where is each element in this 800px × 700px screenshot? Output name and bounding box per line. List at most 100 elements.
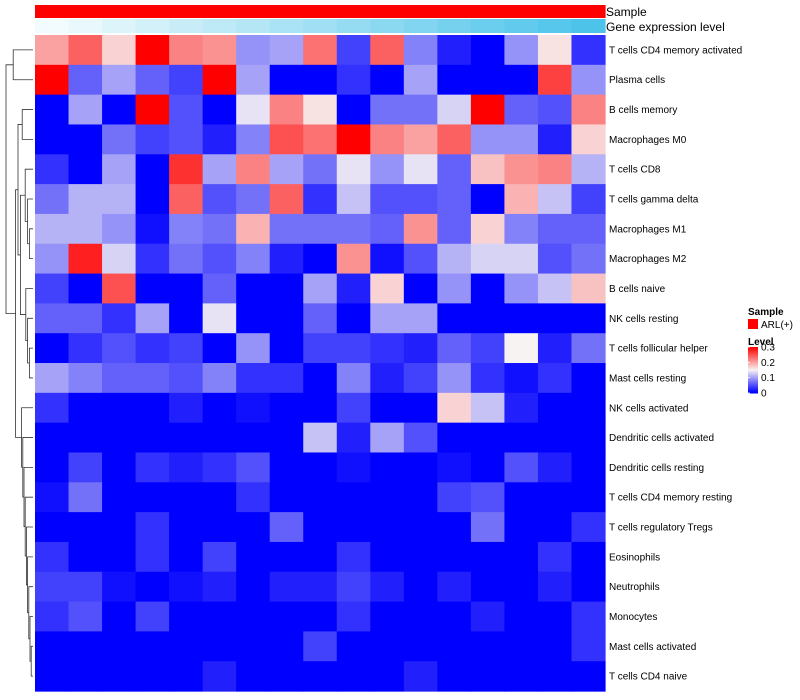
legend-ramp-step [748, 383, 758, 385]
heatmap-cell [269, 184, 304, 215]
gene-expression-annotation-cell [102, 19, 137, 33]
heatmap-cell [370, 124, 405, 155]
sample-annotation-bar [35, 5, 606, 18]
heatmap-cell [571, 422, 606, 454]
heatmap-cell [102, 452, 137, 483]
heatmap-cell [370, 422, 405, 454]
heatmap-cell [102, 541, 137, 573]
heatmap-cell [370, 512, 405, 543]
heatmap-cell [370, 631, 405, 662]
heatmap-cell [403, 243, 438, 275]
heatmap-cell [135, 661, 170, 692]
heatmap-cell [537, 124, 573, 155]
heatmap-cell [135, 452, 170, 483]
row-label: Dendritic cells resting [609, 463, 704, 474]
heatmap-cell [35, 64, 70, 96]
heatmap-cell [236, 35, 271, 66]
heatmap-cell [303, 243, 338, 275]
heatmap-cell [68, 124, 103, 155]
heatmap-cell [437, 184, 472, 215]
heatmap-cell [470, 512, 506, 543]
dendrogram-branch [29, 347, 33, 379]
heatmap-cell [571, 273, 606, 304]
heatmap-cell [303, 273, 338, 304]
heatmap-cell [336, 94, 371, 126]
heatmap-cell [504, 154, 539, 185]
row-label: T cells CD4 naive [609, 672, 688, 683]
heatmap-cell [35, 363, 70, 394]
heatmap-cell [504, 601, 539, 632]
gene-expression-annotation-cell [370, 19, 405, 33]
heatmap-cell [537, 303, 573, 334]
heatmap-cell [135, 601, 170, 632]
heatmap-cell [370, 35, 405, 66]
heatmap-cell [202, 482, 237, 513]
heatmap-cell [504, 422, 539, 454]
heatmap-cell [571, 243, 606, 275]
heatmap-cell [336, 482, 371, 513]
row-label: Macrophages M2 [609, 254, 687, 265]
heatmap-cell [437, 35, 472, 66]
heatmap-cell [269, 601, 304, 632]
heatmap-cell [303, 184, 338, 215]
heatmap-cell [336, 392, 371, 424]
heatmap-cell [470, 273, 506, 304]
sample-annotation-cell [169, 5, 204, 18]
heatmap-cell [236, 601, 271, 632]
sample-annotation-cell [68, 5, 103, 18]
heatmap-cell [202, 154, 237, 185]
legend-ramp-step [748, 374, 758, 376]
heatmap-cell [269, 303, 304, 334]
heatmap-cell [68, 303, 103, 334]
heatmap-cell [470, 422, 506, 454]
heatmap-cell [202, 243, 237, 275]
heatmap-cell [68, 541, 103, 573]
heatmap-cell [403, 333, 438, 364]
heatmap-cell [135, 392, 170, 424]
heatmap-cell [236, 571, 271, 603]
heatmap-cell [236, 94, 271, 126]
heatmap-cell [102, 35, 137, 66]
heatmap-cell [236, 541, 271, 573]
heatmap-cell [504, 571, 539, 603]
heatmap-cell [403, 64, 438, 96]
heatmap-cell [269, 661, 304, 692]
heatmap-cell [336, 243, 371, 275]
heatmap-cell [437, 512, 472, 543]
heatmap-cell [403, 661, 438, 692]
heatmap-cell [102, 124, 137, 155]
heatmap-cell [135, 303, 170, 334]
legend-ramp-step [748, 369, 758, 371]
heatmap-cell [102, 154, 137, 185]
sample-annotation-label: Sample [606, 5, 647, 19]
legend-sample-entry: ARL(+) [761, 320, 793, 331]
heatmap-cell [303, 541, 338, 573]
sample-annotation-cell [202, 5, 237, 18]
heatmap-cell [470, 213, 506, 245]
sample-annotation-cell [370, 5, 405, 18]
heatmap-cell [504, 94, 539, 126]
legend-ramp-step [748, 351, 758, 353]
legend-ramp-step [748, 362, 758, 364]
heatmap-cell [537, 94, 573, 126]
heatmap-cell [403, 631, 438, 662]
heatmap-cell [202, 303, 237, 334]
heatmap-cell [336, 213, 371, 245]
heatmap-cell [437, 541, 472, 573]
heatmap-cell [470, 35, 506, 66]
heatmap-cell [202, 541, 237, 573]
heatmap-cell [269, 64, 304, 96]
heatmap-cell [269, 363, 304, 394]
heatmap-cell [437, 273, 472, 304]
heatmap-cell [470, 243, 506, 275]
heatmap-cell [269, 94, 304, 126]
legend-color-ramp [748, 347, 758, 394]
heatmap-cell [169, 482, 204, 513]
heatmap-cell [437, 571, 472, 603]
heatmap-cell [269, 154, 304, 185]
heatmap-cell [269, 452, 304, 483]
gene-expression-annotation-label: Gene expression level [606, 20, 725, 34]
heatmap-cell [68, 184, 103, 215]
heatmap-cell [303, 661, 338, 692]
heatmap-cell [537, 512, 573, 543]
